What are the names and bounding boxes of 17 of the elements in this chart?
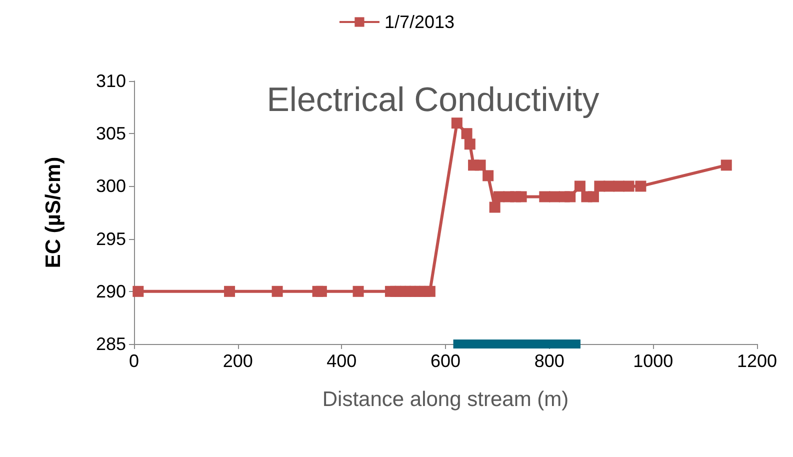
x-tick-label: 1200 (736, 351, 778, 371)
x-tick-label: 200 (222, 351, 253, 371)
x-tick-label: 1000 (633, 351, 674, 371)
x-tick-label: 600 (430, 351, 461, 371)
y-tick-label: 285 (96, 334, 126, 354)
chart-title: Electrical Conductivity (266, 81, 600, 119)
legend-label: 1/7/2013 (384, 12, 455, 32)
x-tick-label: 400 (326, 351, 357, 371)
x-tick-label: 0 (128, 351, 140, 371)
x-axis-title: Distance along stream (m) (322, 388, 569, 411)
x-tick-label: 800 (534, 351, 564, 371)
y-tick-label: 290 (96, 281, 126, 302)
y-tick-label: 310 (96, 71, 126, 91)
y-axis-title: EC (µS/cm) (42, 156, 65, 268)
y-tick-label: 305 (96, 124, 126, 144)
y-tick-label: 295 (96, 228, 126, 249)
y-tick-label: 300 (96, 176, 126, 196)
